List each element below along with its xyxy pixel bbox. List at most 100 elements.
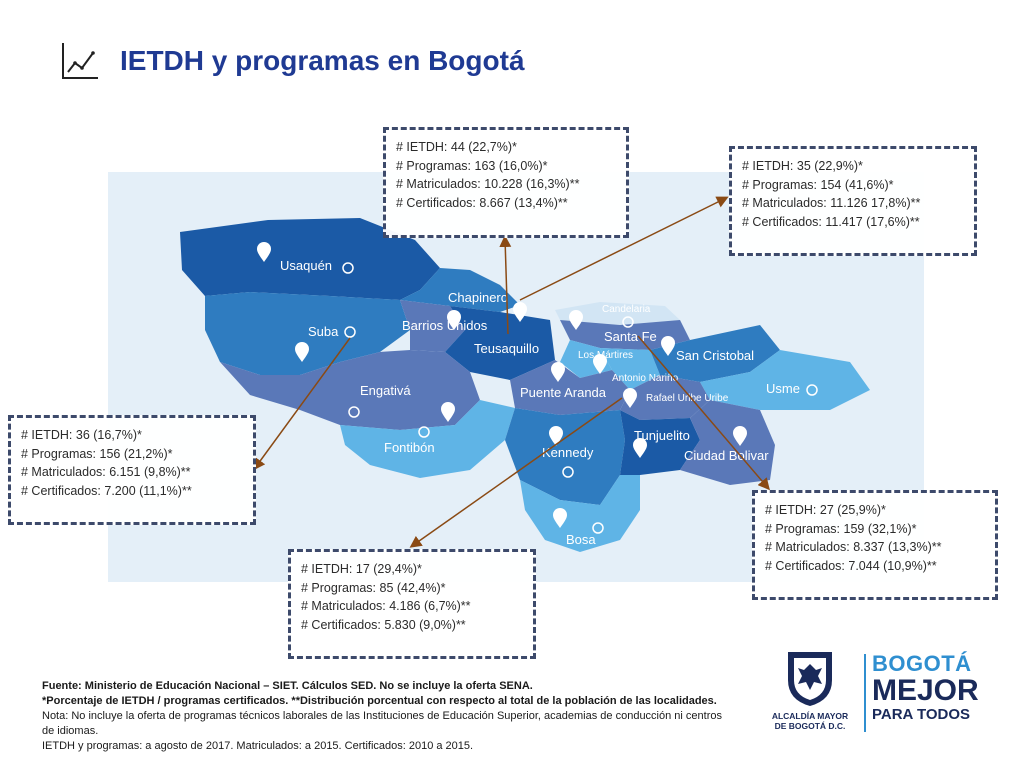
locality-teusaquillo xyxy=(445,306,555,380)
locality-kennedy xyxy=(505,408,625,505)
map-pin-icon xyxy=(661,336,675,356)
programas-value: # Programas: 159 (32,1%)* xyxy=(765,521,917,536)
bogota-mejor-logo: BOGOTÁ MEJOR PARA TODOS xyxy=(872,652,979,724)
locality-santa-fe xyxy=(560,320,690,350)
map-pins xyxy=(257,242,747,528)
map-pin-icon xyxy=(549,426,563,446)
target-icon xyxy=(592,522,604,534)
programas-value: # Programas: 154 (41,6%)* xyxy=(742,177,894,192)
map-pin-icon xyxy=(441,402,455,422)
target-icon xyxy=(418,426,430,438)
map-pin-icon xyxy=(733,426,747,446)
matriculados-value: # Matriculados: 11.126 17,8%)** xyxy=(742,196,921,210)
alcaldia-line2: DE BOGOTÁ D.C. xyxy=(774,721,846,731)
info-box-chapinero-teusaquillo: # IETDH: 44 (22,7%)* # Programas: 163 (1… xyxy=(383,127,629,238)
info-box-centro: # IETDH: 35 (22,9%)* # Programas: 154 (4… xyxy=(729,146,977,256)
label-tunjuelito: Tunjuelito xyxy=(634,428,690,443)
label-usaquen: Usaquén xyxy=(280,258,332,273)
locality-engativa xyxy=(220,350,480,430)
matriculados-value: # Matriculados: 4.186 (6,7%)** xyxy=(301,599,471,613)
label-kennedy: Kennedy xyxy=(542,445,594,460)
certificados-value: # Certificados: 8.667 (13,4%)** xyxy=(396,195,568,210)
ietdh-value: # IETDH: 44 (22,7%)* xyxy=(396,140,517,154)
matriculados-value: # Matriculados: 10.228 (16,3%)** xyxy=(396,177,580,191)
line-chart-icon xyxy=(62,43,98,79)
target-icon xyxy=(622,316,634,328)
arrow-to-box-left xyxy=(253,337,351,471)
locality-bosa xyxy=(520,475,640,552)
map-pin-icon xyxy=(447,310,461,330)
target-icon xyxy=(342,262,354,274)
map-pin-icon xyxy=(513,302,527,322)
map-pin-icon xyxy=(569,310,583,330)
label-san-cristobal: San Cristobal xyxy=(676,348,754,363)
locality-rafael-uribe xyxy=(620,375,710,420)
locality-usaquen xyxy=(180,218,440,300)
map-pin-icon xyxy=(593,354,607,374)
map-pin-icon xyxy=(551,362,565,382)
logos: ALCALDÍA MAYOR DE BOGOTÁ D.C. BOGOTÁ MEJ… xyxy=(760,648,990,738)
label-barrios-unidos: Barrios Unidos xyxy=(402,318,488,333)
label-santa-fe: Santa Fe xyxy=(604,329,657,344)
label-rafael-uribe: Rafael Uribe Uribe xyxy=(646,393,729,404)
alcaldia-line1: ALCALDÍA MAYOR xyxy=(771,711,849,721)
arrow-to-box-bottom-center xyxy=(409,397,623,548)
locality-antonio-narino xyxy=(600,348,660,390)
label-bosa: Bosa xyxy=(566,532,596,547)
certificados-value: # Certificados: 7.044 (10,9%)** xyxy=(765,558,937,573)
bogota-coat-of-arms-icon xyxy=(788,652,832,706)
brand-line1: BOGOTÁ xyxy=(872,651,972,676)
footer-note-dates: IETDH y programas: a agosto de 2017. Mat… xyxy=(42,740,474,752)
info-box-suba-engativa: # IETDH: 36 (16,7%)* # Programas: 156 (2… xyxy=(8,415,256,525)
label-los-martires: Los Mártires xyxy=(578,350,633,361)
alcaldia-logo: ALCALDÍA MAYOR DE BOGOTÁ D.C. xyxy=(760,648,860,731)
map-pin-icon xyxy=(623,388,637,408)
locality-chapinero xyxy=(400,268,520,312)
matriculados-value: # Matriculados: 6.151 (9,8%)** xyxy=(21,465,191,479)
label-ciudad-bolivar: Ciudad Bolivar xyxy=(684,448,769,463)
locality-fontibon xyxy=(340,400,515,478)
info-box-puente-aranda: # IETDH: 17 (29,4%)* # Programas: 85 (42… xyxy=(288,549,536,659)
footer-note-percent: *Porcentaje de IETDH / programas certifi… xyxy=(42,695,717,707)
locality-suba xyxy=(205,292,410,375)
matriculados-value: # Matriculados: 8.337 (13,3%)** xyxy=(765,540,942,554)
label-engativa: Engativá xyxy=(360,383,411,398)
target-icon xyxy=(344,326,356,338)
map-pin-icon xyxy=(295,342,309,362)
ietdh-value: # IETDH: 36 (16,7%)* xyxy=(21,428,142,442)
page-title: IETDH y programas en Bogotá xyxy=(120,45,525,76)
map-pin-icon xyxy=(633,438,647,458)
programas-value: # Programas: 85 (42,4%)* xyxy=(301,580,446,595)
locality-ciudad-bolivar xyxy=(680,400,775,485)
certificados-value: # Certificados: 7.200 (11,1%)** xyxy=(21,483,192,498)
locality-san-cristobal xyxy=(650,325,780,382)
label-candelaria: Candelaria xyxy=(602,304,651,315)
label-chapinero: Chapinero xyxy=(448,290,508,305)
brand-line3: PARA TODOS xyxy=(872,706,971,723)
locality-tunjuelito xyxy=(620,410,700,475)
locality-candelaria xyxy=(555,302,680,325)
map-pin-icon xyxy=(257,242,271,262)
certificados-value: # Certificados: 5.830 (9,0%)** xyxy=(301,617,466,632)
target-icon xyxy=(806,384,818,396)
footer-notes: Fuente: Ministerio de Educación Nacional… xyxy=(42,679,722,754)
brand-line2: MEJOR xyxy=(872,674,979,707)
programas-value: # Programas: 156 (21,2%)* xyxy=(21,446,173,461)
arrow-to-box-top-center xyxy=(499,235,512,335)
ietdh-value: # IETDH: 35 (22,9%)* xyxy=(742,159,863,173)
footer-note-exclusions: Nota: No incluye la oferta de programas … xyxy=(42,710,722,737)
programas-value: # Programas: 163 (16,0%)* xyxy=(396,158,548,173)
footer-source: Fuente: Ministerio de Educación Nacional… xyxy=(42,680,533,692)
label-usme: Usme xyxy=(766,381,800,396)
label-antonio-narino: Antonio Nariño xyxy=(612,373,679,384)
map-pin-icon xyxy=(553,508,567,528)
label-teusaquillo: Teusaquillo xyxy=(474,341,539,356)
arrow-to-box-bottom-right xyxy=(637,335,770,491)
target-icon xyxy=(562,466,574,478)
label-suba: Suba xyxy=(308,324,339,339)
logo-divider xyxy=(864,654,866,732)
locality-usme xyxy=(700,350,870,410)
ietdh-value: # IETDH: 17 (29,4%)* xyxy=(301,562,422,576)
title-bar: IETDH y programas en Bogotá xyxy=(60,40,525,82)
map-markers xyxy=(342,262,818,534)
